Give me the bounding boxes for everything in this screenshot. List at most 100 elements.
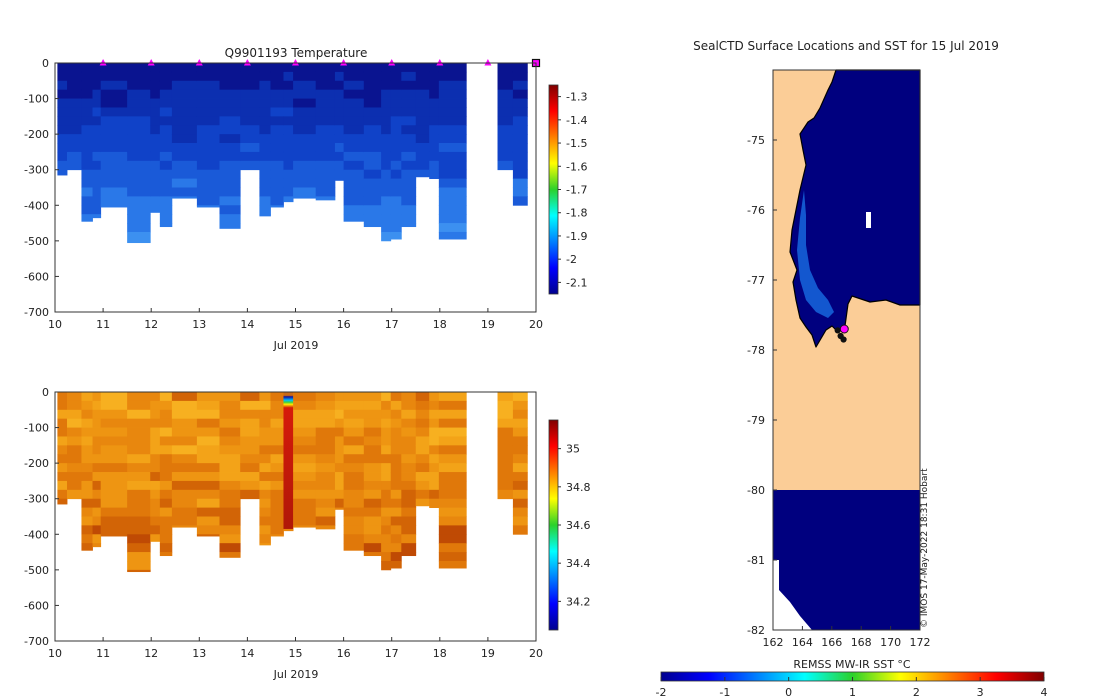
temperature-cell	[334, 178, 344, 181]
salinity-cell	[363, 418, 382, 428]
salinity-cell	[390, 516, 402, 526]
temperature-cell	[497, 80, 514, 91]
temperature-cell	[381, 71, 392, 82]
temperature-cell	[92, 107, 102, 117]
salinity-cell	[240, 454, 260, 464]
salinity-cell	[390, 436, 402, 446]
salinity-cell	[219, 498, 241, 509]
x-tick-label: 20	[529, 318, 543, 331]
temperature-cell	[343, 143, 365, 153]
temperature-cell	[127, 151, 151, 162]
temperature-cell	[150, 169, 161, 180]
salinity-cell	[512, 409, 528, 420]
temperature-cell	[259, 134, 271, 144]
x-tick-label: 15	[289, 647, 303, 660]
temperature-cell	[240, 107, 260, 117]
y-tick-label: -100	[24, 93, 49, 106]
map-nodata-south	[773, 560, 812, 630]
temperature-cell	[390, 231, 402, 240]
temperature-cell	[219, 205, 241, 215]
temperature-cell	[270, 71, 284, 82]
temperature-cell	[171, 178, 198, 188]
salinity-cell	[390, 418, 402, 428]
map-y-tick-label: -80	[747, 484, 765, 497]
y-tick-label: -400	[24, 199, 49, 212]
salinity-cell	[363, 507, 382, 517]
temperature-cell	[270, 134, 284, 144]
salinity-cell	[363, 427, 382, 437]
temperature-cell	[363, 63, 382, 73]
temperature-cell	[390, 71, 402, 82]
salinity-cell	[429, 489, 440, 500]
salinity-cell	[415, 489, 430, 500]
salinity-cell	[438, 489, 467, 500]
x-tick-label: 20	[529, 647, 543, 660]
temperature-cell	[381, 223, 392, 233]
salinity-cell	[334, 507, 344, 510]
salinity-cell	[219, 409, 241, 420]
temperature-cell	[259, 196, 271, 206]
temperature-cell	[390, 107, 402, 117]
salinity-cell	[401, 445, 417, 455]
salinity-cell	[334, 498, 344, 509]
salinity-cell	[363, 445, 382, 455]
salinity-cell	[92, 525, 102, 535]
temperature-cell	[270, 143, 284, 153]
salinity-cell	[270, 409, 284, 420]
temperature-cell	[390, 169, 402, 180]
salinity-cell	[159, 463, 173, 473]
x-tick-label: 16	[337, 647, 351, 660]
temperature-cell	[219, 196, 241, 206]
salinity-cell	[92, 516, 102, 526]
temperature-cell	[171, 107, 198, 117]
temperature-cell	[259, 63, 271, 73]
temperature-cell	[283, 98, 294, 108]
salinity-cell	[150, 436, 161, 446]
temperature-cell	[401, 80, 417, 91]
temperature-cell	[81, 169, 93, 180]
salinity-cell	[293, 472, 317, 482]
salinity-cell	[343, 454, 365, 464]
salinity-cell	[270, 427, 284, 437]
colorbar-tick-label: -1.8	[566, 207, 587, 220]
salinity-colorbar	[548, 419, 559, 631]
salinity-cell	[57, 489, 68, 500]
temperature-cell	[315, 80, 336, 91]
temperature-cell	[334, 160, 344, 171]
temperature-cell	[259, 80, 271, 91]
salinity-cell	[81, 454, 93, 464]
temperature-cell	[150, 98, 161, 108]
temperature-cell	[92, 89, 102, 99]
salinity-cell	[196, 418, 220, 428]
salinity-cell	[334, 445, 344, 455]
salinity-cell	[381, 409, 392, 420]
temperature-cell	[150, 116, 161, 126]
temperature-cell	[315, 178, 336, 188]
salinity-cell	[150, 489, 161, 500]
temperature-cell	[381, 80, 392, 91]
temperature-cell	[81, 151, 93, 162]
temperature-colorbar-ticks: -1.3 -1.4 -1.5 -1.6 -1.7 -1.8 -1.9 -2 -2.1	[558, 91, 587, 289]
salinity-cell	[429, 409, 440, 420]
salinity-cell	[438, 552, 467, 562]
map-colorbar-tick-label: 4	[1041, 686, 1048, 699]
salinity-cell	[315, 400, 336, 411]
salinity-cell	[343, 445, 365, 455]
temperature-cell	[438, 214, 467, 224]
map-sea-north	[789, 69, 921, 348]
temperature-cell	[415, 80, 430, 91]
salinity-cell	[381, 400, 392, 411]
temperature-cell	[390, 125, 402, 135]
temperature-cell	[270, 89, 284, 99]
temperature-cell	[150, 196, 161, 206]
salinity-cell	[150, 454, 161, 464]
temperature-cell	[240, 71, 260, 82]
temperature-title: Q9901193 Temperature	[225, 46, 368, 60]
salinity-cell	[415, 392, 430, 402]
salinity-cell	[429, 498, 440, 509]
temperature-cell	[363, 134, 382, 144]
temperature-cell	[92, 134, 102, 144]
y-tick-label: -400	[24, 528, 49, 541]
salinity-cell	[259, 463, 271, 473]
temperature-cell	[429, 63, 440, 73]
